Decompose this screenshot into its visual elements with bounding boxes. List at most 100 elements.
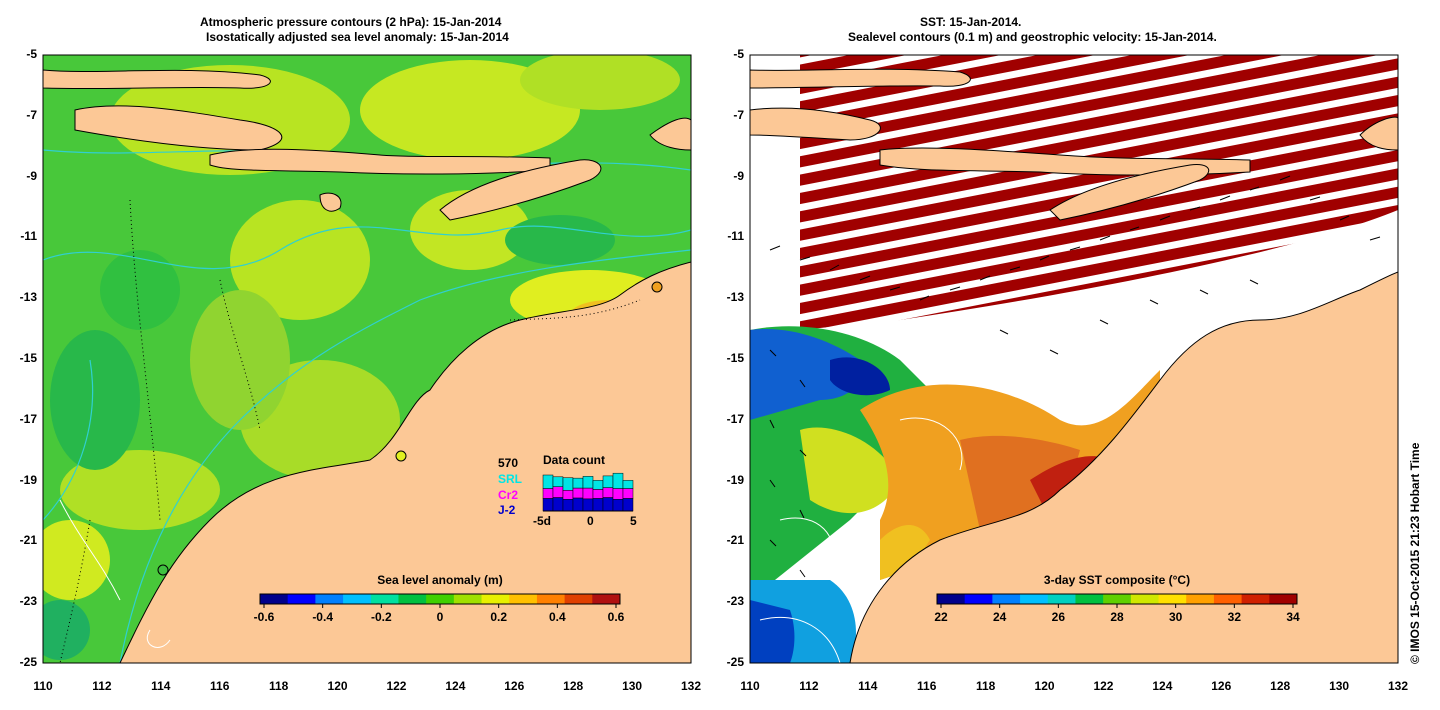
left-ytick: -15 <box>19 351 37 365</box>
right-colorbar-tick: 26 <box>1051 610 1065 624</box>
data-count-bar-j2 <box>572 497 584 512</box>
left-ytick: -23 <box>19 594 37 609</box>
right-xtick: 114 <box>858 679 878 693</box>
left-xtick: 110 <box>33 679 53 693</box>
data-count-xtick-end: 5 <box>630 514 637 528</box>
right-colorbar-tick: 24 <box>992 610 1007 624</box>
mission-srl: SRL <box>498 472 522 486</box>
left-ytick: -5 <box>26 47 37 61</box>
left-colorbar-swatch <box>315 594 344 604</box>
right-colorbar-swatch <box>937 594 966 604</box>
right-ytick: -19 <box>726 472 744 487</box>
right-colorbar-tick: 32 <box>1227 610 1241 624</box>
data-count-bar-srl <box>542 474 554 489</box>
right-xtick: 112 <box>799 679 819 693</box>
right-frame <box>749 54 1399 664</box>
right-xtick: 126 <box>1211 679 1232 693</box>
left-xtick: 124 <box>445 679 466 693</box>
right-land <box>750 68 1398 663</box>
pressure-contours <box>59 199 641 663</box>
velocity-arrows <box>769 175 1381 578</box>
left-xtick: 114 <box>151 679 171 693</box>
data-count-bar-srl <box>562 477 574 491</box>
left-land <box>43 69 691 663</box>
data-count-xtick-start: -5d <box>533 514 551 528</box>
right-ytick: -13 <box>726 290 744 305</box>
data-count-bar-j2 <box>542 498 554 512</box>
left-colorbar-tick: -0.6 <box>253 610 275 624</box>
data-count-bar-srl <box>612 472 624 489</box>
left-xtick: 118 <box>268 679 289 693</box>
right-xtick: 124 <box>1152 679 1173 693</box>
left-xtick: 120 <box>327 679 348 693</box>
right-colorbar-tick: 34 <box>1286 610 1300 624</box>
data-count-bar-srl <box>552 476 564 487</box>
right-xtick: 116 <box>917 679 937 693</box>
left-colorbar-swatch <box>481 594 510 604</box>
data-count-bar-j2 <box>622 498 634 512</box>
right-colorbar-swatch <box>1241 594 1270 604</box>
left-colorbar-tick: 0.4 <box>548 610 566 624</box>
data-count-bar-cr2 <box>542 488 554 499</box>
right-ytick: -23 <box>726 594 744 609</box>
right-ytick: -7 <box>733 107 744 122</box>
left-ytick: -7 <box>26 107 37 122</box>
right-colorbar-tick: 30 <box>1168 610 1183 624</box>
right-ytick: -21 <box>726 533 744 548</box>
mission-cr2: Cr2 <box>498 488 519 502</box>
data-count-bar-cr2 <box>562 490 574 500</box>
data-count-bar-srl <box>572 477 584 489</box>
left-ytick: -25 <box>19 655 37 669</box>
right-colorbar-title: 3-day SST composite (°C) <box>1043 573 1191 587</box>
mission-j2: J-2 <box>498 503 516 517</box>
right-xtick: 118 <box>975 679 996 693</box>
data-count-bar-cr2 <box>612 488 624 500</box>
station-marker-2 <box>651 281 663 293</box>
data-count-bar-j2 <box>562 499 574 512</box>
left-colorbar <box>259 593 621 608</box>
right-xtick: 132 <box>1387 679 1409 693</box>
left-colorbar-tick: -0.2 <box>370 610 392 624</box>
left-xtick: 128 <box>563 679 584 693</box>
left-ytick: -9 <box>26 168 37 183</box>
data-count-bar-j2 <box>592 498 604 512</box>
data-count-bar-cr2 <box>622 488 634 499</box>
white-contours <box>59 499 171 648</box>
left-colorbar-title: Sea level anomaly (m) <box>377 573 503 587</box>
right-title-line2: Sealevel contours (0.1 m) and geostrophi… <box>848 30 1217 44</box>
right-ytick: -9 <box>733 168 744 183</box>
left-colorbar-swatch <box>287 594 316 604</box>
right-colorbar-swatch <box>1020 594 1049 604</box>
right-colorbar <box>936 593 1298 608</box>
left-colorbar-tick: 0.6 <box>607 610 625 624</box>
left-title-line1: Atmospheric pressure contours (2 hPa): 1… <box>200 15 502 29</box>
right-colorbar-swatch <box>992 594 1021 604</box>
left-xtick: 130 <box>622 679 643 693</box>
right-colorbar-swatch <box>1075 594 1104 604</box>
data-count-bar-cr2 <box>552 486 564 498</box>
left-ytick: -11 <box>20 229 37 244</box>
data-count-bar-j2 <box>552 497 564 512</box>
data-count-bar-srl <box>622 480 634 489</box>
station-marker-1 <box>395 450 407 462</box>
right-colorbar-swatch <box>1130 594 1160 604</box>
credit-text: © IMOS 15-Oct-2015 21:23 Hobart Time <box>1408 442 1422 664</box>
right-colorbar-swatch <box>1186 594 1215 604</box>
data-count-bar-cr2 <box>602 487 614 498</box>
right-colorbar-tick: 22 <box>934 610 948 624</box>
right-xtick: 122 <box>1093 679 1114 693</box>
right-colorbar-swatch <box>1103 594 1132 604</box>
left-colorbar-swatch <box>398 594 427 604</box>
data-count-bar-cr2 <box>582 487 594 500</box>
left-ytick: -21 <box>19 533 37 548</box>
left-ytick: -17 <box>19 411 37 426</box>
right-xtick: 128 <box>1270 679 1291 693</box>
left-ytick: -13 <box>19 290 37 305</box>
left-colorbar-swatch <box>509 594 538 604</box>
left-xtick: 112 <box>92 679 112 693</box>
left-xtick: 132 <box>680 679 702 693</box>
sst-fields <box>750 326 1160 663</box>
data-count-bar-cr2 <box>592 489 604 499</box>
right-colorbar-swatch <box>1158 594 1187 604</box>
right-ytick: -25 <box>726 655 744 669</box>
